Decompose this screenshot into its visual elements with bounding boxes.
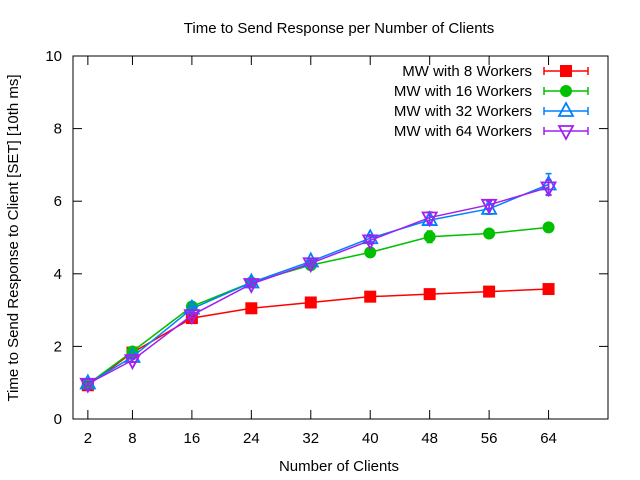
data-point bbox=[483, 285, 496, 298]
series-line bbox=[87, 183, 549, 385]
legend-marker bbox=[557, 125, 575, 141]
plot-area bbox=[72, 55, 609, 420]
data-point bbox=[480, 198, 498, 215]
data-point bbox=[423, 288, 436, 301]
x-axis-label: Number of Clients bbox=[279, 458, 399, 475]
legend-marker bbox=[557, 101, 575, 117]
legend-item-4: MW with 64 Workers bbox=[394, 123, 589, 141]
data-point bbox=[183, 309, 201, 326]
x-tick-label: 40 bbox=[362, 430, 379, 447]
series-line bbox=[87, 186, 549, 385]
data-point bbox=[542, 221, 555, 234]
data-point bbox=[242, 278, 260, 294]
data-point bbox=[540, 181, 558, 198]
legend-label: MW with 32 Workers bbox=[394, 103, 532, 120]
legend-label: MW with 64 Workers bbox=[394, 123, 532, 140]
data-point bbox=[245, 302, 258, 315]
legend-marker bbox=[560, 65, 572, 77]
data-point bbox=[542, 283, 555, 296]
x-tick-label: 64 bbox=[540, 430, 557, 447]
x-tick-label: 24 bbox=[243, 430, 260, 447]
series-line bbox=[87, 226, 549, 385]
data-point bbox=[123, 354, 141, 371]
y-tick-label: 10 bbox=[45, 48, 62, 65]
legend: MW with 8 Workers MW with 16 Workers MW wi… bbox=[394, 63, 589, 141]
x-tick-label: 8 bbox=[128, 430, 136, 447]
x-tick-label: 2 bbox=[84, 430, 92, 447]
series-2 bbox=[81, 221, 555, 391]
legend-item-1: MW with 8 Workers bbox=[402, 63, 589, 80]
x-axis: 2 8 16 24 32 40 48 56 64 bbox=[84, 56, 557, 447]
y-tick-label: 8 bbox=[54, 121, 62, 138]
y-tick-label: 2 bbox=[54, 338, 62, 355]
data-point bbox=[421, 211, 439, 228]
legend-item-3: MW with 32 Workers bbox=[394, 101, 589, 120]
series-layer bbox=[79, 172, 558, 394]
legend-label: MW with 16 Workers bbox=[394, 83, 532, 100]
x-tick-label: 48 bbox=[421, 430, 438, 447]
x-tick-label: 16 bbox=[184, 430, 201, 447]
data-point bbox=[364, 246, 377, 259]
data-point bbox=[361, 234, 379, 251]
x-tick-label: 56 bbox=[481, 430, 498, 447]
data-point bbox=[483, 227, 496, 240]
legend-label: MW with 8 Workers bbox=[402, 63, 532, 80]
legend-item-2: MW with 16 Workers bbox=[394, 83, 589, 100]
y-tick-label: 6 bbox=[54, 193, 62, 210]
series-1 bbox=[81, 283, 555, 392]
legend-marker bbox=[560, 85, 572, 97]
data-point bbox=[364, 290, 377, 303]
y-tick-label: 0 bbox=[54, 411, 62, 428]
y-axis-label: Time to Send Response to Client [SET] [1… bbox=[5, 74, 22, 401]
y-tick-label: 4 bbox=[54, 266, 62, 283]
data-point bbox=[302, 257, 320, 274]
data-point bbox=[79, 377, 97, 394]
series-4 bbox=[79, 179, 558, 394]
x-tick-label: 32 bbox=[302, 430, 319, 447]
data-point bbox=[423, 230, 436, 243]
chart-title: Time to Send Response per Number of Clie… bbox=[184, 20, 494, 37]
data-point bbox=[304, 296, 317, 309]
y-axis: 0 2 4 6 8 10 bbox=[45, 48, 608, 428]
